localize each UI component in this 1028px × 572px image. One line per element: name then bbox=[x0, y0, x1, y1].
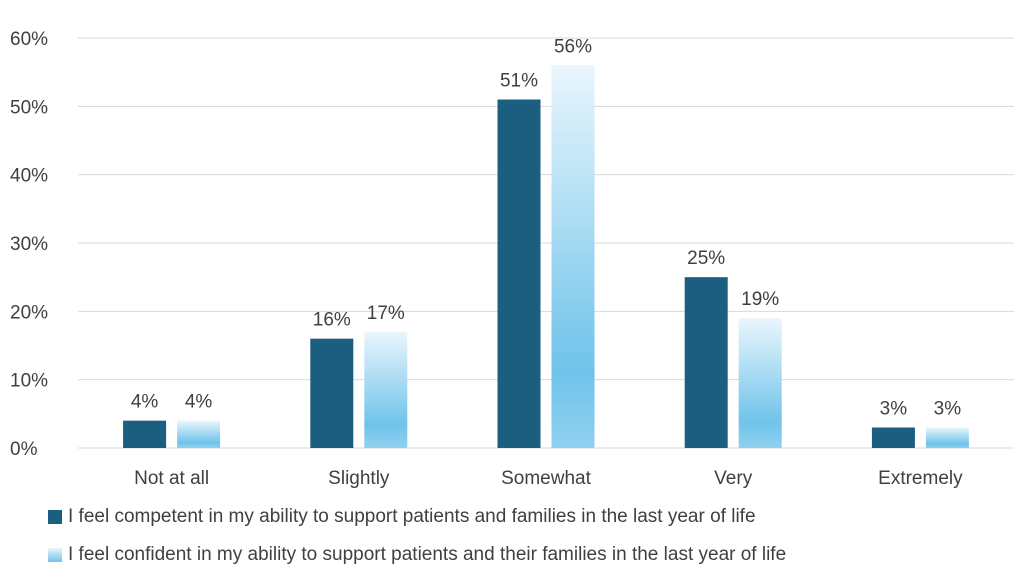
data-label: 19% bbox=[741, 289, 779, 310]
data-label: 17% bbox=[367, 303, 405, 324]
bar-competent bbox=[497, 99, 541, 448]
data-labels: 4% 4% 16% 17% 51% 56% 25% 19% 3% 3% bbox=[131, 36, 961, 419]
y-tick-label: 20% bbox=[10, 302, 48, 323]
bar-confident bbox=[551, 65, 595, 448]
x-tick-label: Not at all bbox=[134, 468, 209, 489]
bars bbox=[123, 65, 969, 448]
y-tick-label: 30% bbox=[10, 234, 48, 255]
legend-swatch-competent bbox=[48, 510, 62, 524]
gridlines bbox=[78, 37, 1014, 449]
bar-competent bbox=[684, 277, 728, 448]
y-tick-label: 0% bbox=[10, 439, 38, 460]
y-tick-label: 10% bbox=[10, 371, 48, 392]
y-tick-label: 40% bbox=[10, 166, 48, 187]
bar-confident bbox=[925, 427, 969, 448]
x-tick-label: Very bbox=[714, 468, 753, 489]
legend-swatch-confident bbox=[48, 548, 62, 562]
data-label: 3% bbox=[880, 399, 908, 420]
bar-chart: 0% 10% 20% 30% 40% 50% 60% 4% 4% 16% 17% 51% 56% 25%… bbox=[10, 29, 1014, 489]
data-label: 25% bbox=[687, 248, 725, 269]
legend-label-competent: I feel competent in my ability to suppor… bbox=[68, 506, 756, 527]
y-tick-label: 60% bbox=[10, 29, 48, 50]
x-tick-label: Slightly bbox=[328, 468, 390, 489]
bar-competent bbox=[310, 338, 354, 448]
legend-label-confident: I feel confident in my ability to suppor… bbox=[68, 544, 787, 565]
x-tick-label: Somewhat bbox=[501, 468, 591, 489]
bar-confident bbox=[738, 318, 782, 448]
data-label: 4% bbox=[185, 392, 213, 413]
bar-competent bbox=[871, 427, 915, 448]
y-tick-label: 50% bbox=[10, 97, 48, 118]
y-axis-ticks: 0% 10% 20% 30% 40% 50% 60% bbox=[10, 29, 48, 460]
bar-confident bbox=[364, 331, 408, 448]
legend-item-confident: I feel confident in my ability to suppor… bbox=[48, 544, 786, 566]
data-label: 4% bbox=[131, 392, 159, 413]
x-axis-ticks: Not at all Slightly Somewhat Very Extremely bbox=[134, 468, 963, 489]
data-label: 56% bbox=[554, 36, 592, 57]
data-label: 16% bbox=[313, 310, 351, 331]
x-tick-label: Extremely bbox=[878, 468, 963, 489]
data-label: 3% bbox=[934, 399, 962, 420]
bar-confident bbox=[177, 420, 221, 448]
bar-competent bbox=[123, 420, 167, 448]
legend-item-competent: I feel competent in my ability to suppor… bbox=[48, 506, 756, 528]
data-label: 51% bbox=[500, 71, 538, 92]
